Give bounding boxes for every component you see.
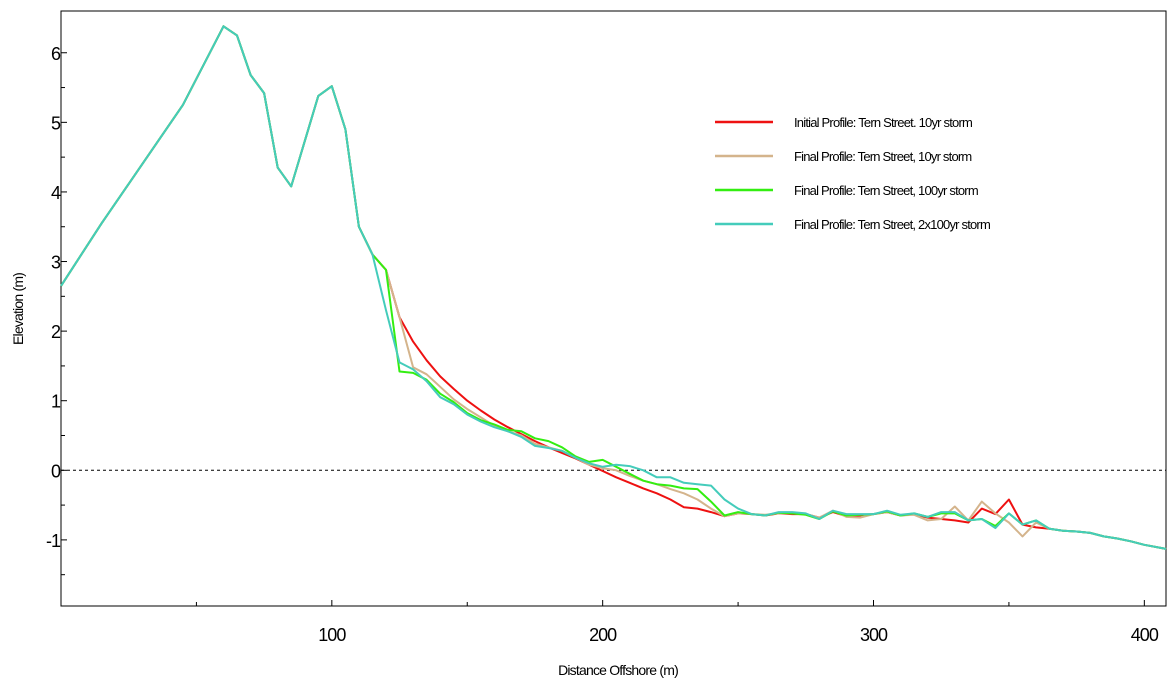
x-tick-label: 200 xyxy=(589,625,617,645)
legend-label-4: Final Profile: Tern Street, 2x100yr stor… xyxy=(794,217,990,232)
y-tick-label: 6 xyxy=(51,44,61,64)
legend-label-3: Final Profile: Tern Street, 100yr storm xyxy=(794,183,978,198)
y-axis-ticks: -1 0 1 2 3 4 5 6 xyxy=(46,44,67,576)
y-tick-label: 1 xyxy=(51,392,61,412)
x-tick-label: 400 xyxy=(1131,625,1159,645)
x-tick-label: 300 xyxy=(860,625,888,645)
plot-frame xyxy=(60,10,1167,607)
legend: Initial Profile: Tern Street. 10yr storm… xyxy=(715,115,991,232)
legend-label-2: Final Profile: Tern Street, 10yr storm xyxy=(794,149,971,164)
y-tick-label: 5 xyxy=(51,113,61,133)
y-axis-title: Elevation (m) xyxy=(10,273,26,345)
y-tick-label: -1 xyxy=(46,531,61,551)
y-tick-label: 4 xyxy=(51,183,61,203)
y-tick-label: 3 xyxy=(51,253,61,273)
y-tick-label: 0 xyxy=(51,461,61,481)
x-axis-ticks: 100 200 300 400 xyxy=(195,600,1160,645)
series-group xyxy=(60,25,1167,550)
x-tick-label: 100 xyxy=(318,625,346,645)
series-line-2 xyxy=(60,25,1167,550)
series-line-4 xyxy=(60,25,1167,550)
x-axis-title: Distance Offshore (m) xyxy=(558,662,678,678)
y-tick-label: 2 xyxy=(51,322,61,342)
legend-label-1: Initial Profile: Tern Street. 10yr storm xyxy=(794,115,972,130)
